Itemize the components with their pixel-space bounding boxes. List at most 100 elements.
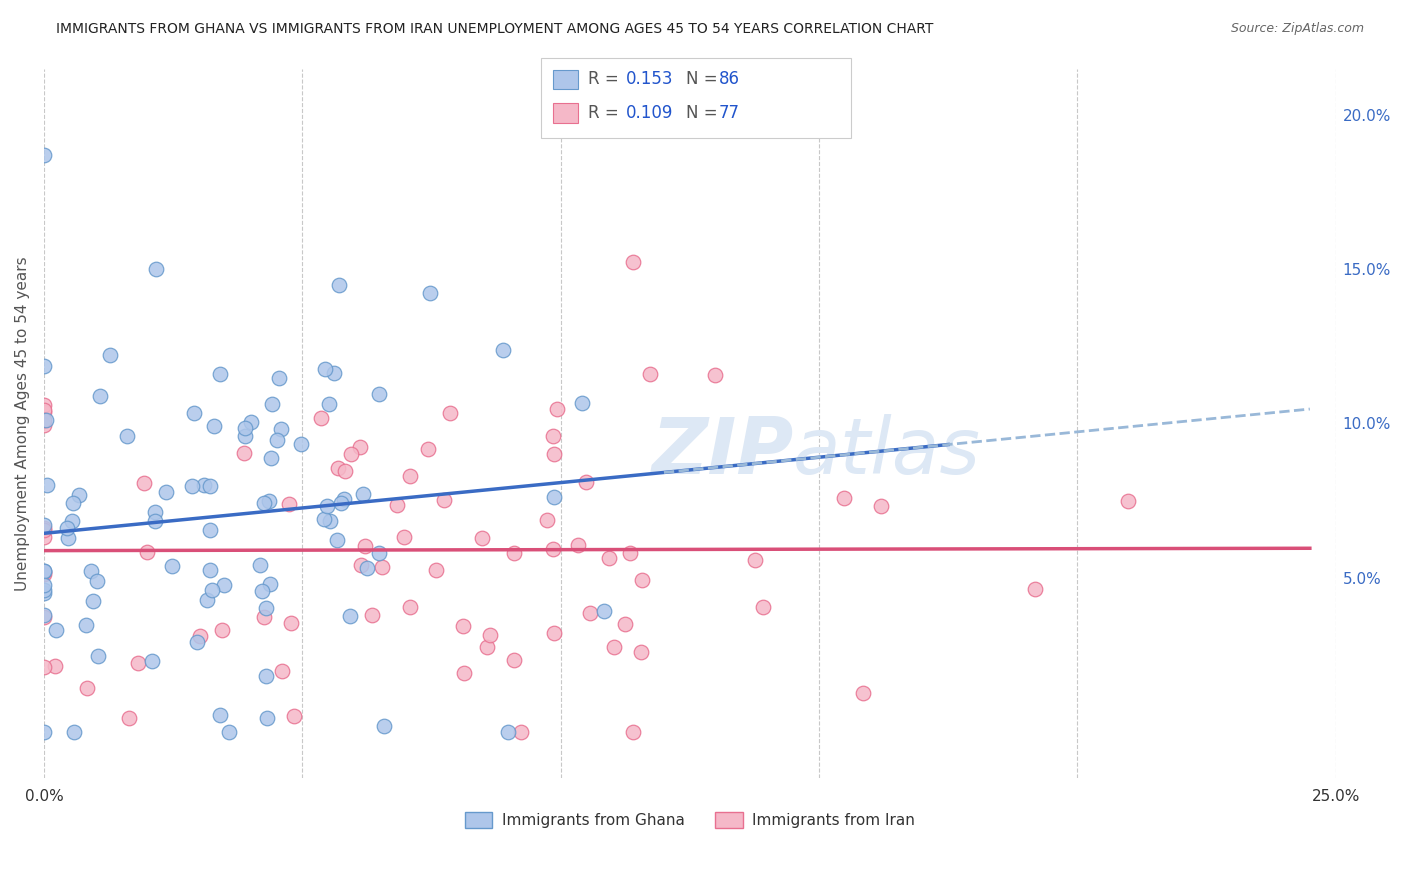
Point — [340, 447, 363, 461]
Point — [86, 574, 108, 588]
Point — [232, 445, 254, 459]
Point — [451, 619, 474, 633]
Point — [55, 521, 77, 535]
Point — [32, 564, 55, 578]
Point — [593, 604, 616, 618]
Text: R =: R = — [588, 104, 624, 122]
Point — [63, 725, 86, 739]
Point — [510, 725, 533, 739]
Point — [212, 578, 235, 592]
Point — [32, 566, 55, 581]
Point — [233, 421, 256, 435]
Y-axis label: Unemployment Among Ages 45 to 54 years: Unemployment Among Ages 45 to 54 years — [15, 256, 30, 591]
Point — [198, 563, 221, 577]
Point — [115, 429, 138, 443]
Point — [87, 648, 110, 663]
Point — [32, 417, 55, 432]
Point — [193, 478, 215, 492]
Point — [330, 496, 353, 510]
Point — [575, 475, 598, 489]
Point — [188, 629, 211, 643]
Point — [75, 618, 97, 632]
Point — [256, 711, 278, 725]
Point — [62, 496, 84, 510]
Point — [143, 514, 166, 528]
Point — [32, 586, 55, 600]
Point — [89, 389, 111, 403]
Point — [253, 496, 276, 510]
Point — [571, 395, 593, 409]
Point — [32, 523, 55, 537]
Point — [32, 725, 55, 739]
Point — [266, 433, 288, 447]
Point — [260, 450, 283, 465]
Point — [141, 655, 163, 669]
Point — [319, 514, 342, 528]
Point — [60, 514, 83, 528]
Text: atlas: atlas — [793, 414, 981, 490]
Point — [752, 600, 775, 615]
Text: R =: R = — [588, 70, 624, 88]
Point — [703, 368, 725, 382]
Point — [32, 530, 55, 544]
Point — [851, 686, 873, 700]
Point — [290, 437, 312, 451]
Point — [118, 710, 141, 724]
Point — [267, 371, 290, 385]
Point — [546, 401, 568, 416]
Point — [619, 546, 641, 560]
Point — [503, 653, 526, 667]
Point — [567, 538, 589, 552]
Point — [579, 607, 602, 621]
Point — [32, 582, 55, 597]
Point — [35, 413, 58, 427]
Point — [492, 343, 515, 357]
Point — [354, 539, 377, 553]
Point — [208, 368, 231, 382]
Text: IMMIGRANTS FROM GHANA VS IMMIGRANTS FROM IRAN UNEMPLOYMENT AMONG AGES 45 TO 54 Y: IMMIGRANTS FROM GHANA VS IMMIGRANTS FROM… — [56, 22, 934, 37]
Point — [543, 447, 565, 461]
Point — [32, 518, 55, 533]
Point — [373, 718, 395, 732]
Point — [262, 396, 284, 410]
Point — [318, 397, 340, 411]
Point — [367, 387, 389, 401]
Point — [367, 546, 389, 560]
Point — [326, 461, 349, 475]
Point — [478, 627, 501, 641]
Point — [394, 530, 416, 544]
Point — [335, 464, 357, 478]
Point — [631, 573, 654, 587]
Point — [82, 594, 104, 608]
Point — [239, 415, 262, 429]
Point — [496, 725, 519, 739]
Point — [32, 610, 55, 624]
Point — [630, 645, 652, 659]
Point — [259, 576, 281, 591]
Point — [370, 560, 392, 574]
Point — [254, 601, 277, 615]
Text: N =: N = — [686, 104, 723, 122]
Point — [536, 513, 558, 527]
Point — [385, 498, 408, 512]
Point — [218, 725, 240, 739]
Point — [360, 608, 382, 623]
Point — [162, 559, 184, 574]
Point — [433, 492, 456, 507]
Point — [32, 359, 55, 373]
Point — [249, 558, 271, 572]
Point — [621, 725, 644, 739]
Point — [183, 406, 205, 420]
Point — [425, 563, 447, 577]
Point — [181, 479, 204, 493]
Text: Source: ZipAtlas.com: Source: ZipAtlas.com — [1230, 22, 1364, 36]
Point — [621, 255, 644, 269]
Point — [834, 491, 856, 506]
Point — [1024, 582, 1046, 597]
Point — [328, 277, 350, 292]
Point — [333, 492, 356, 507]
Point — [235, 429, 257, 443]
Point — [315, 499, 337, 513]
Point — [352, 487, 374, 501]
Point — [143, 505, 166, 519]
